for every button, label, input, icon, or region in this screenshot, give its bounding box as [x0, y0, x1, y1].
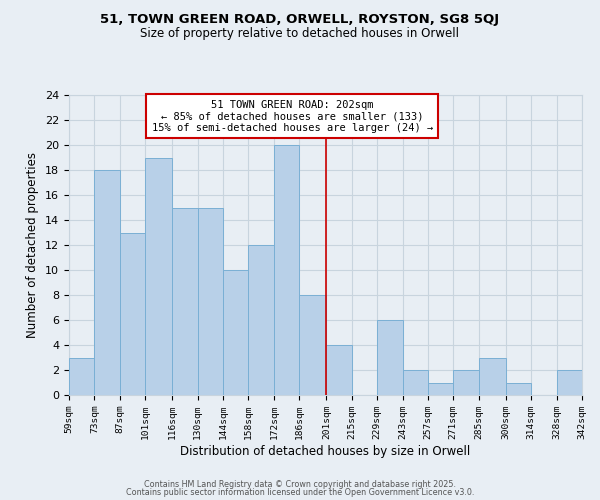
X-axis label: Distribution of detached houses by size in Orwell: Distribution of detached houses by size …: [181, 445, 470, 458]
Bar: [326, 345, 352, 395]
Bar: [453, 370, 479, 395]
Bar: [377, 320, 403, 395]
Bar: [145, 158, 172, 395]
Bar: [223, 270, 248, 395]
Bar: [120, 232, 145, 395]
Text: Contains HM Land Registry data © Crown copyright and database right 2025.: Contains HM Land Registry data © Crown c…: [144, 480, 456, 489]
Y-axis label: Number of detached properties: Number of detached properties: [26, 152, 40, 338]
Bar: [403, 370, 428, 395]
Bar: [198, 208, 223, 395]
Bar: [479, 358, 506, 395]
Bar: [299, 295, 326, 395]
Bar: [274, 145, 299, 395]
Text: 51 TOWN GREEN ROAD: 202sqm
← 85% of detached houses are smaller (133)
15% of sem: 51 TOWN GREEN ROAD: 202sqm ← 85% of deta…: [152, 100, 433, 132]
Text: 51, TOWN GREEN ROAD, ORWELL, ROYSTON, SG8 5QJ: 51, TOWN GREEN ROAD, ORWELL, ROYSTON, SG…: [100, 12, 500, 26]
Bar: [172, 208, 198, 395]
Bar: [506, 382, 531, 395]
Bar: [94, 170, 120, 395]
Bar: [248, 245, 274, 395]
Text: Size of property relative to detached houses in Orwell: Size of property relative to detached ho…: [140, 28, 460, 40]
Bar: [557, 370, 582, 395]
Text: Contains public sector information licensed under the Open Government Licence v3: Contains public sector information licen…: [126, 488, 474, 497]
Bar: [69, 358, 94, 395]
Bar: [428, 382, 453, 395]
